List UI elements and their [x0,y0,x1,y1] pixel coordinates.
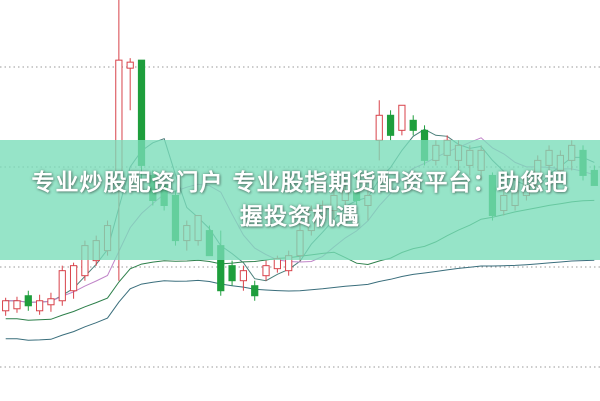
candle-down [409,119,417,131]
candle-up [58,270,66,302]
candle-up [239,270,248,282]
candle-up [36,300,44,312]
candle-up [47,298,55,306]
candle-up [273,258,281,270]
banner-title: 专业炒股配资门户 专业股指期货配资平台：助您把握投资机遇 [31,170,569,230]
title-banner: 专业炒股配资门户 专业股指期货配资平台：助您把握投资机遇 [0,140,600,260]
candle-down [228,265,236,282]
candle-down [24,295,32,307]
candle-down [386,114,395,136]
ma60-line [5,259,595,341]
candle-up [262,265,270,277]
candle-up [13,300,21,310]
candle-up [375,114,383,141]
candle-up [398,104,406,131]
candle-down [251,285,259,297]
candle-up [69,265,78,292]
candle-up [126,61,134,69]
candle-up [2,300,10,312]
